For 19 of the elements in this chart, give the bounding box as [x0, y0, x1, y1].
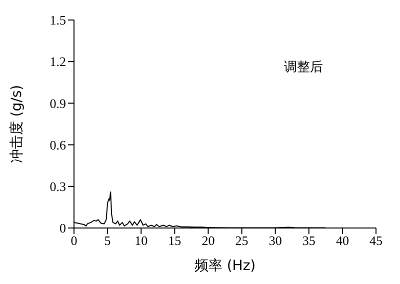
y-tick-label: 0.3 — [50, 179, 66, 194]
x-tick-label: 20 — [202, 233, 215, 248]
y-tick-label: 0.9 — [50, 96, 66, 111]
y-tick-label: 1.2 — [50, 54, 66, 70]
x-tick-label: 35 — [302, 233, 316, 248]
annotation: 调整后 — [284, 59, 323, 76]
x-tick-label: 40 — [336, 233, 349, 248]
x-tick-label: 45 — [370, 233, 382, 248]
y-tick-label: 1.5 — [50, 12, 66, 28]
x-tick-label: 15 — [168, 233, 182, 248]
x-tick-label: 25 — [235, 233, 248, 248]
x-tick-label: 0 — [70, 233, 78, 248]
y-axis-title: 冲击度 (g/s) — [8, 84, 25, 164]
x-tick-label: 5 — [104, 233, 111, 248]
x-tick-label: 30 — [268, 233, 282, 248]
y-tick-label: 0 — [60, 220, 66, 236]
y-tick-label: 0.6 — [50, 137, 66, 152]
x-tick-label: 10 — [134, 233, 148, 248]
x-axis-title: 频率 (Hz) — [194, 258, 256, 274]
